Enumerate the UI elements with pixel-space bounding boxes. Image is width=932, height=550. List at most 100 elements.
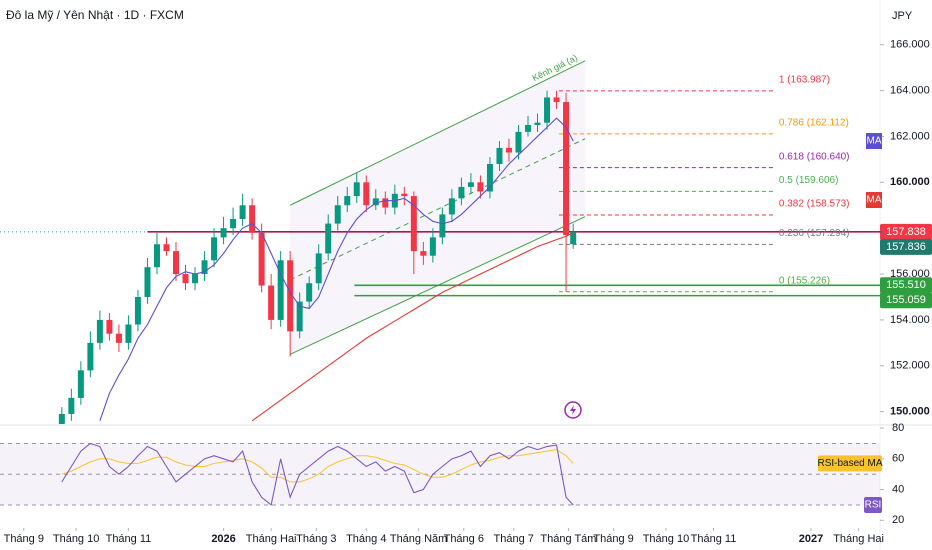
x-tick-label: 2026 <box>211 533 235 545</box>
candle-body <box>106 319 113 334</box>
candle-body <box>277 260 284 320</box>
candle-body <box>163 244 170 252</box>
rsi-pane <box>0 442 880 506</box>
candle-body <box>87 342 94 371</box>
candle-body <box>334 205 341 224</box>
axis-tag <box>880 292 932 309</box>
candle-body <box>458 186 465 199</box>
candle-body <box>315 253 322 284</box>
candle-body <box>182 274 189 284</box>
candle-body <box>192 274 199 284</box>
candle-body <box>153 244 160 268</box>
axis-tag-label: 157.836 <box>886 241 926 253</box>
moving-average <box>99 117 574 422</box>
candle-body <box>505 147 512 153</box>
candle-body <box>239 205 246 220</box>
candle-body <box>544 97 551 123</box>
candle-body <box>115 333 122 343</box>
x-tick-label: Tháng Hai <box>833 533 884 545</box>
x-tick-label: Tháng 11 <box>691 533 737 545</box>
x-tick-label: 2027 <box>799 533 823 545</box>
ma-tag-label: MA <box>867 136 882 147</box>
axis-tag <box>880 223 932 240</box>
moving-average <box>251 232 574 422</box>
candle-body <box>496 147 503 164</box>
y-tick-label: 156.000 <box>890 268 930 280</box>
channel-fill <box>290 60 586 355</box>
candle-body <box>382 198 389 208</box>
x-tick-label: Tháng Năm <box>390 533 447 545</box>
ma-tag-label: MA <box>867 195 882 206</box>
axis-tag <box>880 238 932 255</box>
rsi-tag <box>864 496 882 513</box>
x-tick-label: Tháng 7 <box>494 533 534 545</box>
candle-body <box>448 198 455 215</box>
candle-body <box>125 324 132 343</box>
price-pane <box>0 60 880 424</box>
fib-label: 1 (163.987) <box>779 75 830 86</box>
fib-label: 0.786 (162.112) <box>779 118 849 129</box>
candle-body <box>563 102 570 236</box>
fib-label: 0.382 (158.573) <box>779 199 850 210</box>
rsi-ma-tag-label: RSI-based MA <box>817 458 882 469</box>
candle-body <box>306 283 313 302</box>
fib-label: 0 (155.226) <box>779 275 830 286</box>
y-tick-label: 160.000 <box>890 176 930 188</box>
x-tick-label: Tháng Tám <box>540 533 596 545</box>
axis-tag-label: 157.838 <box>886 226 926 238</box>
candle-body <box>372 198 379 206</box>
rsi-line <box>61 442 574 506</box>
candle-body <box>410 196 417 252</box>
candle-body <box>134 296 141 325</box>
x-tick-label: Tháng 4 <box>346 533 386 545</box>
axis-tag-label: 155.510 <box>886 279 926 291</box>
fib-label: 0.236 (157.294) <box>779 228 850 239</box>
candle-body <box>268 285 275 320</box>
y-tick-label: 166.000 <box>890 39 930 51</box>
y-tick-label: 150.000 <box>890 406 930 418</box>
x-tick-label: Tháng 11 <box>106 533 152 545</box>
candle-body <box>515 131 522 153</box>
channel-middle <box>289 138 586 281</box>
x-tick-label: Tháng 9 <box>4 533 44 545</box>
candle-body <box>58 413 65 424</box>
candle-body <box>439 214 446 238</box>
axes: 166.000 164.000 162.000 160.000 156.000 154.0… <box>4 39 932 545</box>
ma-tag <box>866 133 882 150</box>
rsi-tag-label: RSI <box>865 500 882 511</box>
candle-body <box>296 301 303 332</box>
y-tick-label: 152.000 <box>890 360 930 372</box>
x-tick-label: Tháng 9 <box>593 533 633 545</box>
candle-body <box>553 97 560 103</box>
y-tick-label: 162.000 <box>890 130 930 142</box>
x-tick-label: Tháng 6 <box>444 533 484 545</box>
candle-body <box>525 124 531 132</box>
candle-body <box>201 260 208 275</box>
currency: JPY <box>892 10 913 22</box>
axis-tag <box>880 277 932 294</box>
candle-body <box>401 193 408 197</box>
fib-label: 0.5 (159.606) <box>779 175 839 186</box>
rsi-tick-label: 80 <box>892 422 904 434</box>
candle-body <box>77 370 84 398</box>
x-tick-label: Tháng Hai <box>246 533 297 545</box>
candle-body <box>477 182 484 192</box>
candle-body <box>144 267 151 297</box>
chart-title: Đô la Mỹ / Yên Nhật · 1D · FXCM <box>6 8 184 22</box>
candle-body <box>420 251 427 256</box>
x-tick-label: Tháng 3 <box>296 533 336 545</box>
alert-icon[interactable] <box>564 401 582 419</box>
rsi-tick-label: 60 <box>892 453 904 465</box>
rsi-ma-line <box>61 449 574 483</box>
candle-body <box>211 237 218 261</box>
candle-body <box>534 122 541 125</box>
candle-body <box>429 237 436 256</box>
x-tick-label: Tháng 10 <box>643 533 689 545</box>
candle-body <box>249 205 256 233</box>
y-tick-label: 164.000 <box>890 84 930 96</box>
candle-body <box>353 182 360 197</box>
candle-body <box>325 223 332 254</box>
candle-body <box>173 251 179 275</box>
candle-body <box>344 196 351 206</box>
